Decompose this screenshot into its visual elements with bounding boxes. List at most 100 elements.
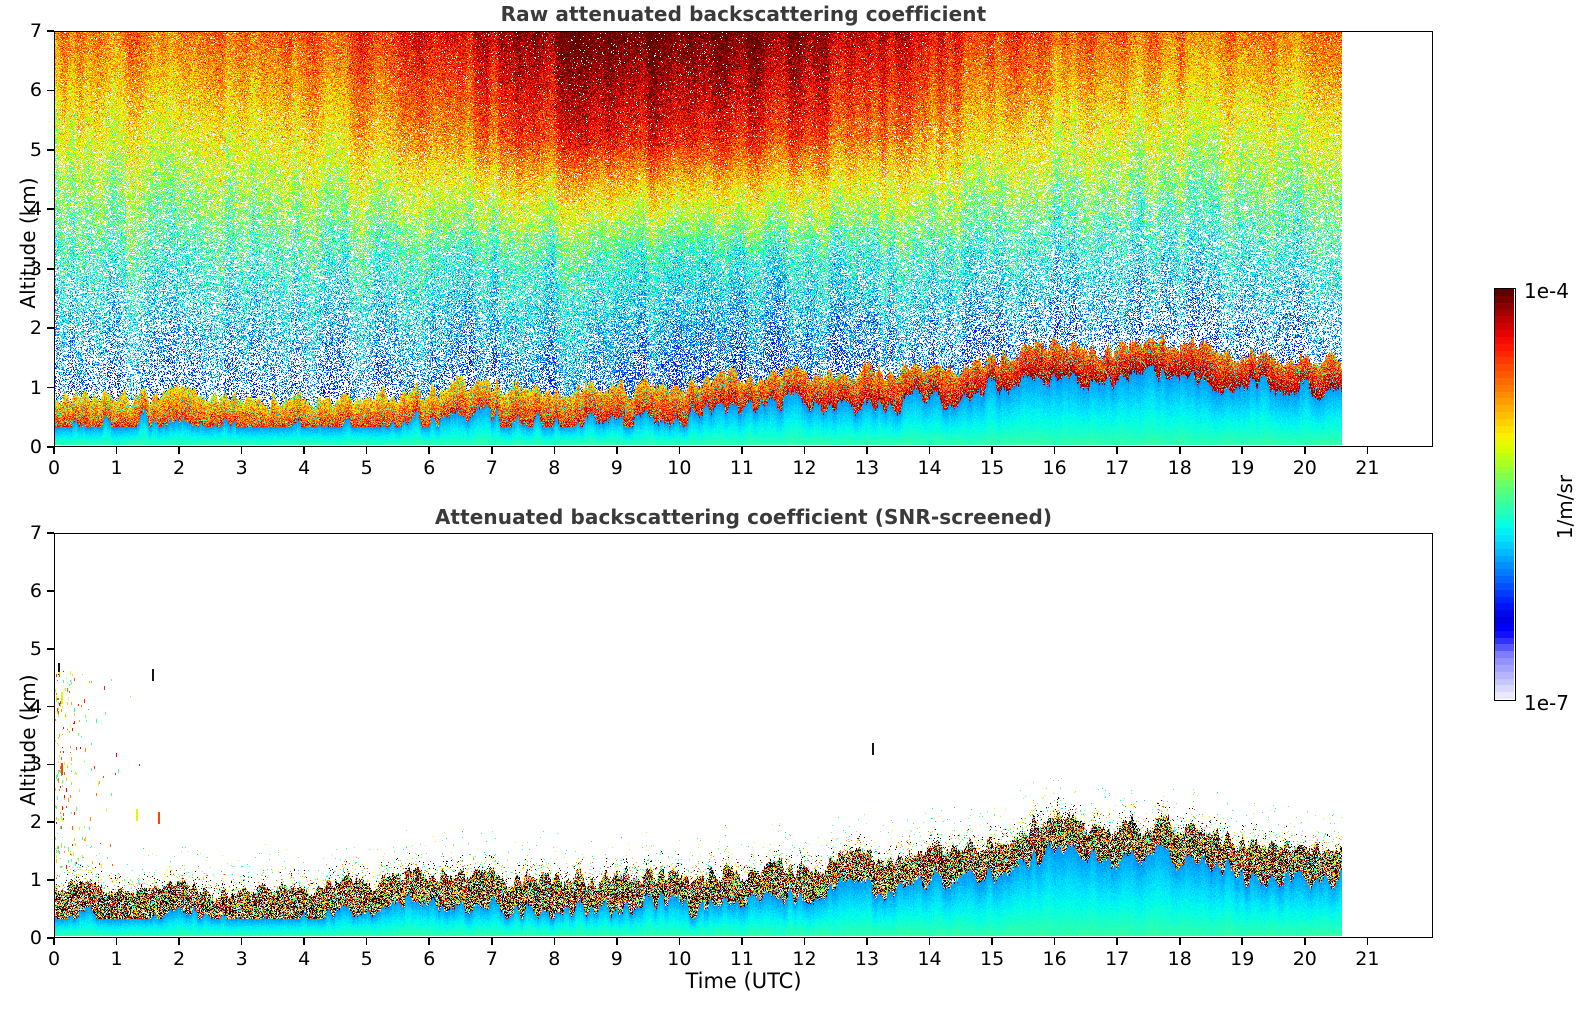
x-tick-mark (178, 447, 180, 454)
x-tick-mark (1366, 938, 1369, 945)
x-tick-label: 9 (610, 948, 623, 970)
x-tick-mark (1116, 447, 1118, 454)
x-tick-label: 14 (917, 948, 942, 970)
x-tick-mark (1053, 447, 1056, 454)
colorbar-gradient (1495, 289, 1514, 699)
y-tick-label: 5 (29, 637, 42, 660)
y-tick-mark (47, 763, 54, 766)
x-tick-label: 17 (1105, 457, 1130, 479)
x-tick-label: 14 (917, 457, 942, 479)
x-tick-label: 8 (548, 948, 561, 970)
x-tick-label: 0 (47, 457, 61, 479)
panel-title-screened: Attenuated backscattering coefficient (S… (434, 505, 1053, 529)
x-tick-mark (1241, 938, 1244, 945)
y-tick-mark (47, 590, 54, 592)
y-tick-mark (47, 208, 54, 211)
y-tick-mark (47, 89, 54, 92)
x-tick-mark (303, 938, 305, 945)
x-tick-label: 13 (854, 948, 880, 970)
x-tick-label: 18 (1167, 948, 1192, 970)
y-tick-mark (47, 821, 54, 824)
x-tick-label: 1 (110, 457, 123, 479)
x-tick-mark (616, 447, 618, 454)
y-tick-label: 3 (29, 257, 42, 280)
x-tick-mark (1241, 447, 1244, 454)
x-tick-label: 12 (792, 948, 817, 970)
x-tick-mark (616, 938, 618, 945)
y-tick-label: 3 (29, 753, 42, 776)
y-tick-mark (47, 705, 54, 708)
y-tick-mark (47, 446, 54, 448)
x-tick-label: 5 (360, 948, 373, 970)
y-tick-label: 0 (29, 436, 42, 458)
y-tick-label: 7 (29, 522, 42, 544)
plot-area-raw[interactable] (54, 31, 1433, 447)
x-tick-mark (678, 447, 681, 454)
y-tick-label: 2 (29, 811, 42, 834)
colorbar-max-label: 1e-4 (1524, 279, 1569, 303)
x-tick-mark (1178, 938, 1181, 945)
x-tick-mark (741, 938, 743, 945)
x-tick-label: 16 (1042, 457, 1067, 479)
x-tick-mark (1303, 938, 1306, 945)
y-tick-label: 4 (29, 198, 42, 221)
heatmap-screened (55, 534, 1431, 936)
x-tick-mark (303, 447, 305, 454)
x-tick-mark (1178, 447, 1181, 454)
x-tick-label: 10 (667, 948, 692, 970)
x-tick-mark (428, 938, 431, 945)
y-tick-mark (47, 386, 54, 389)
x-tick-mark (1366, 447, 1369, 454)
plot-area-screened[interactable] (54, 533, 1433, 938)
y-tick-mark (47, 532, 54, 534)
x-tick-label: 4 (298, 457, 311, 479)
x-tick-mark (678, 938, 681, 945)
x-tick-label: 12 (792, 457, 817, 479)
x-tick-label: 8 (548, 457, 561, 479)
x-tick-label: 19 (1230, 457, 1255, 479)
x-tick-label: 15 (980, 457, 1005, 479)
y-axis-label-screened: Altitude (km) (16, 674, 40, 806)
x-tick-label: 3 (235, 457, 248, 479)
panel-title-raw: Raw attenuated backscattering coefficien… (500, 2, 987, 26)
x-tick-mark (53, 938, 55, 945)
x-tick-mark (553, 938, 556, 945)
y-tick-label: 6 (29, 79, 42, 102)
x-tick-mark (991, 447, 993, 454)
x-tick-mark (1053, 938, 1056, 945)
x-tick-label: 7 (485, 457, 498, 479)
colorbar-min-label: 1e-7 (1524, 691, 1569, 715)
x-tick-mark (240, 447, 243, 454)
x-tick-mark (741, 447, 743, 454)
y-tick-label: 6 (29, 579, 42, 602)
x-tick-label: 1 (110, 948, 123, 970)
x-tick-mark (803, 447, 806, 454)
x-tick-label: 11 (729, 457, 755, 479)
x-tick-label: 18 (1167, 457, 1192, 479)
y-tick-label: 0 (29, 927, 42, 949)
x-tick-label: 7 (485, 948, 498, 970)
x-tick-label: 0 (47, 948, 61, 970)
x-tick-mark (490, 938, 493, 945)
x-tick-mark (53, 447, 55, 454)
y-tick-label: 1 (29, 869, 42, 892)
x-tick-mark (490, 447, 493, 454)
y-tick-label: 1 (29, 376, 42, 399)
x-tick-mark (928, 938, 931, 945)
colorbar-unit-label: 1/m/sr (1553, 474, 1577, 540)
x-tick-mark (866, 447, 868, 454)
colorbar[interactable] (1494, 288, 1516, 701)
y-tick-mark (47, 327, 54, 329)
x-tick-mark (365, 938, 368, 945)
x-tick-label: 19 (1230, 948, 1255, 970)
x-tick-mark (428, 447, 431, 454)
x-tick-label: 13 (854, 457, 880, 479)
x-tick-label: 6 (423, 457, 436, 479)
y-tick-label: 4 (29, 695, 42, 718)
x-tick-label: 20 (1292, 457, 1317, 479)
x-tick-label: 9 (610, 457, 623, 479)
y-tick-mark (47, 267, 54, 270)
x-tick-label: 6 (423, 948, 436, 970)
x-tick-mark (803, 938, 806, 945)
